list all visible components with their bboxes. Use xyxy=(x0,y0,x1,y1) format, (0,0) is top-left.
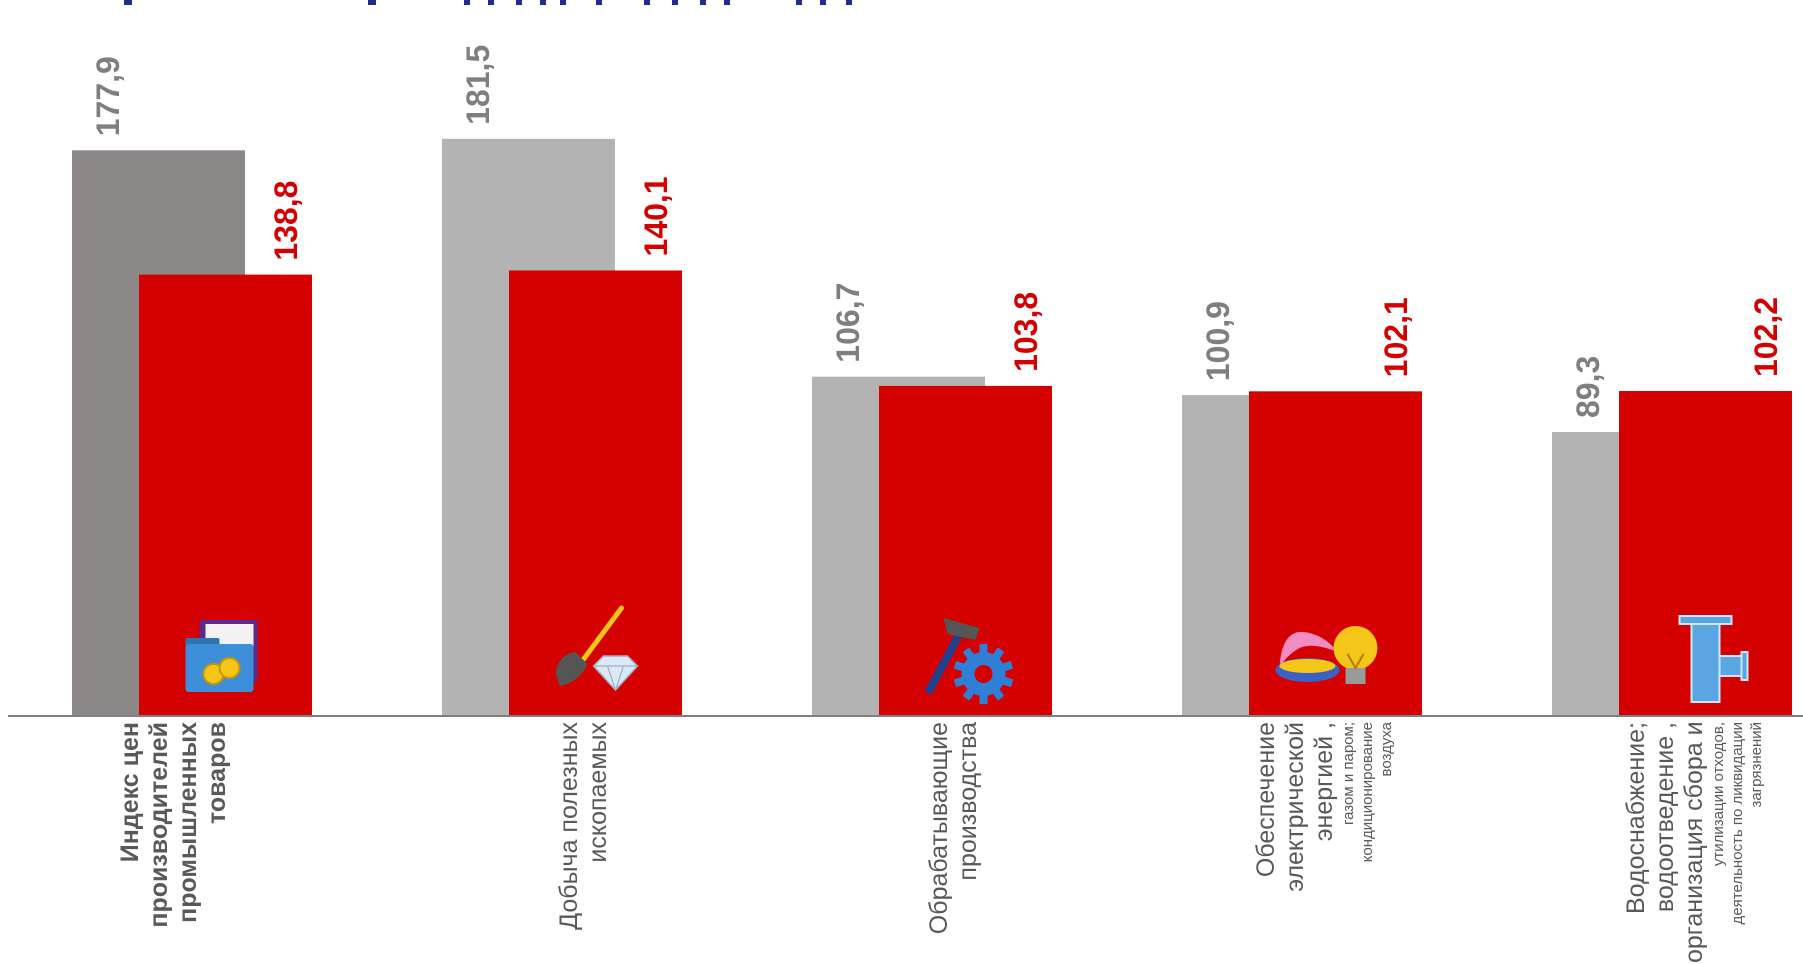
category-label-line: организация сбора и xyxy=(1679,721,1708,963)
title-glyph-fragment xyxy=(796,0,802,5)
title-glyph-fragment xyxy=(560,0,566,5)
gas-flame-lightbulb-icon xyxy=(1275,626,1378,684)
category-label: Добыча полезных ископаемых xyxy=(554,722,615,963)
title-glyph-fragment xyxy=(846,0,852,5)
bar-current xyxy=(1249,391,1422,716)
category-label: Индекс цен производителей промышленных това… xyxy=(115,722,234,963)
shovel-diamond-icon xyxy=(555,605,639,692)
bar-current xyxy=(879,385,1052,716)
title-glyph-fragment xyxy=(368,0,376,5)
category-label-line: воздуха xyxy=(1377,722,1395,777)
data-label-current: 103,8 xyxy=(1008,292,1044,372)
title-glyph-fragment xyxy=(672,0,678,5)
category-label-line: Индекс цен xyxy=(115,722,144,863)
title-glyph-fragment xyxy=(488,0,494,5)
category-label-line: электрической xyxy=(1280,722,1309,892)
data-label-current: 102,2 xyxy=(1748,297,1784,377)
title-glyph-fragment xyxy=(596,0,602,5)
category-label: Обеспечение электрической энергией , газом … xyxy=(1251,722,1398,963)
category-label-line: Добыча полезных xyxy=(554,722,583,930)
category-label-line: Обрабатывающие xyxy=(924,722,953,935)
category-label: Водоснабжение; водоотведение , организация… xyxy=(1621,721,1768,963)
title-glyph-fragment xyxy=(820,0,826,5)
title-glyph-fragment xyxy=(700,0,706,5)
title-glyph-fragment xyxy=(540,0,546,5)
hammer-gear-icon xyxy=(925,618,1014,704)
folder-coins-icon xyxy=(185,620,258,692)
title-glyph-fragment xyxy=(516,0,522,5)
category-label-line: производителей xyxy=(144,722,173,928)
title-fragment xyxy=(124,0,852,5)
category-label-line: загрязнений xyxy=(1747,722,1765,808)
category-label-line: Водоснабжение; xyxy=(1621,722,1650,915)
category-label-line: утилизации отходов, xyxy=(1709,722,1727,867)
title-glyph-fragment xyxy=(124,0,132,5)
data-label-current: 140,1 xyxy=(638,176,674,256)
data-label-previous: 100,9 xyxy=(1200,301,1236,381)
bar-current xyxy=(509,270,682,716)
category-label-line: газом и паром; xyxy=(1339,722,1357,826)
data-label-previous: 177,9 xyxy=(90,56,126,136)
category-label-line: водоотведение , xyxy=(1650,722,1679,913)
category-label-line: кондиционирование xyxy=(1358,722,1376,863)
category-label-line: Обеспечение xyxy=(1251,722,1280,878)
category-label-line: деятельность по ликвидации xyxy=(1728,722,1746,925)
data-label-current: 102,1 xyxy=(1378,297,1414,377)
category-label-line: производства xyxy=(953,722,982,881)
category-label-line: промышленных xyxy=(173,722,202,923)
data-label-current: 138,8 xyxy=(268,181,304,261)
category-label: Обрабатывающие производства xyxy=(924,722,985,963)
title-glyph-fragment xyxy=(644,0,650,5)
data-label-previous: 181,5 xyxy=(460,45,496,125)
data-label-previous: 89,3 xyxy=(1570,356,1606,418)
data-label-previous: 106,7 xyxy=(830,283,866,363)
category-label-line: энергией , xyxy=(1309,722,1338,842)
category-label-line: товаров xyxy=(202,722,231,825)
category-label-line: ископаемых xyxy=(583,722,612,863)
title-glyph-fragment xyxy=(464,0,470,5)
title-glyph-fragment xyxy=(724,0,730,5)
water-pipe-icon xyxy=(1678,615,1749,703)
